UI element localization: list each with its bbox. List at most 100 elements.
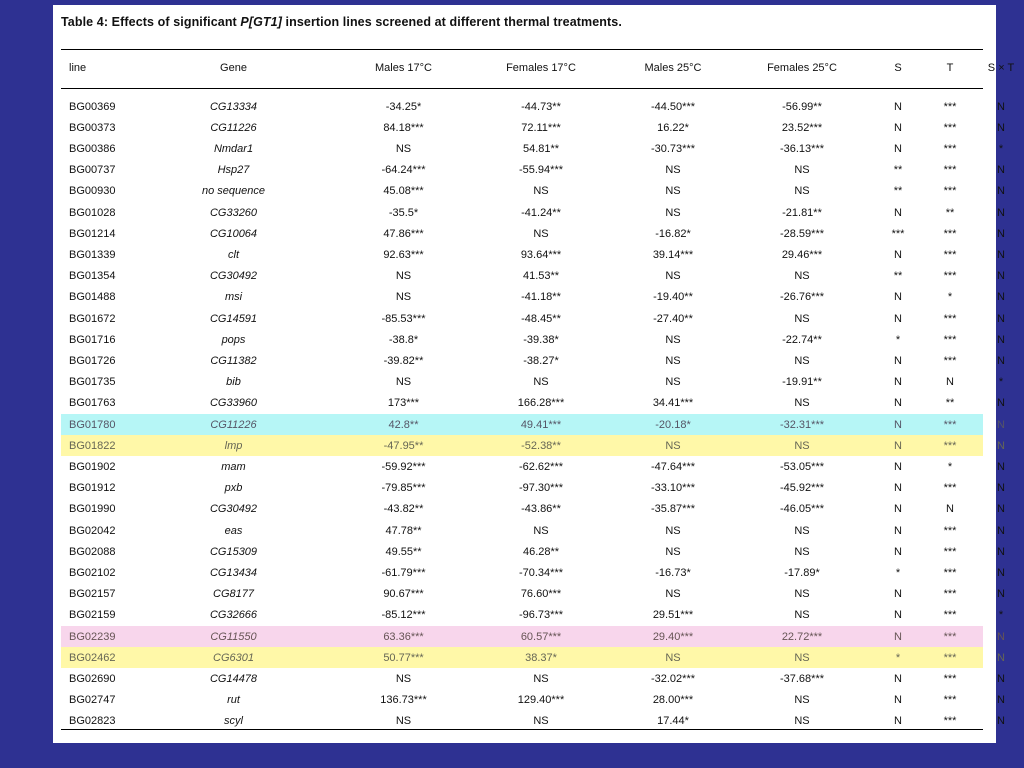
cell-line: BG02102 — [69, 566, 116, 579]
cell-s-x-t: N — [997, 164, 1005, 177]
cell-t: *** — [943, 354, 957, 367]
table-row: BG01488 msi NS -41.18** -19.40** -26.76*** N * N — [61, 287, 1005, 308]
top-rule — [61, 49, 983, 50]
cell-line: BG00373 — [69, 121, 116, 134]
table-row: BG02102 CG13434 -61.79*** -70.34*** -16.73* -… — [61, 562, 1005, 583]
cell-s-x-t: N — [997, 418, 1005, 431]
table-row: BG01672 CG14591 -85.53*** -48.45** -27.40** N… — [61, 308, 1005, 329]
table-row: BG02462 CG6301 50.77*** 38.37* NS NS * *** N — [61, 647, 1005, 669]
cell-females-17: -44.73** — [521, 100, 561, 113]
cell-females-25: NS — [794, 524, 810, 537]
cell-gene: Nmdar1 — [213, 142, 254, 155]
cell-t: ** — [945, 397, 955, 410]
cell-s-x-t: * — [998, 142, 1004, 155]
cell-males-25: NS — [665, 651, 681, 664]
cell-s-x-t: N — [997, 270, 1005, 283]
cell-females-25: -36.13*** — [779, 142, 825, 155]
header-t: T — [946, 62, 954, 74]
cell-s: N — [894, 460, 902, 473]
cell-males-17: -61.79*** — [381, 566, 426, 579]
cell-s-x-t: N — [997, 206, 1005, 219]
table-row: BG01028 CG33260 -35.5* -41.24** NS -21.81** N *… — [61, 202, 1005, 223]
cell-females-17: 49.41*** — [520, 418, 562, 431]
cell-gene: clt — [228, 248, 239, 261]
cell-s-x-t: N — [997, 439, 1005, 452]
table-row: BG00369 CG13334 -34.25* -44.73** -44.50*** -5… — [61, 96, 1005, 117]
cell-gene: CG14591 — [209, 312, 258, 325]
cell-line: BG01822 — [69, 439, 116, 452]
cell-females-17: -41.24** — [521, 206, 561, 219]
header-females-25: Females 25°C — [767, 62, 837, 74]
cell-females-17: NS — [533, 376, 549, 389]
cell-t: *** — [943, 609, 957, 622]
cell-gene: eas — [224, 524, 243, 537]
cell-t: *** — [943, 715, 957, 728]
cell-s: N — [894, 694, 902, 707]
cell-s: N — [894, 715, 902, 728]
cell-females-25: NS — [794, 354, 810, 367]
cell-s: ** — [893, 185, 903, 198]
cell-t: *** — [943, 121, 957, 134]
table-body: BG00369 CG13334 -34.25* -44.73** -44.50*** -5… — [53, 96, 1005, 728]
cell-s: N — [894, 354, 902, 367]
header-s: S — [894, 62, 902, 74]
cell-t: *** — [943, 651, 957, 664]
cell-females-25: -21.81** — [782, 206, 822, 219]
cell-females-17: 60.57*** — [520, 630, 562, 643]
cell-t: N — [946, 503, 954, 516]
cell-females-25: -56.99** — [782, 100, 822, 113]
cell-males-17: 47.78** — [385, 524, 422, 537]
cell-s: *** — [891, 227, 905, 240]
cell-males-25: NS — [665, 588, 681, 601]
cell-males-25: 17.44* — [657, 715, 689, 728]
cell-males-17: -34.25* — [385, 100, 422, 113]
cell-females-25: NS — [794, 694, 810, 707]
cell-females-25: 23.52*** — [781, 121, 823, 134]
cell-females-17: -97.30*** — [518, 482, 564, 495]
cell-t: * — [947, 291, 953, 304]
cell-s-x-t: N — [997, 694, 1005, 707]
cell-females-17: 46.28** — [522, 545, 560, 558]
cell-t: *** — [943, 270, 957, 283]
table-row: BG01902 mam -59.92*** -62.62*** -47.64*** -53… — [61, 456, 1005, 477]
cell-line: BG00386 — [69, 142, 116, 155]
cell-males-25: 29.40*** — [652, 630, 694, 643]
cell-males-17: 45.08*** — [383, 185, 424, 198]
cell-gene: CG13334 — [209, 100, 258, 113]
cell-line: BG01990 — [69, 503, 116, 516]
cell-gene: CG13434 — [209, 566, 258, 579]
cell-females-17: -43.86** — [521, 503, 561, 516]
cell-t: *** — [943, 545, 957, 558]
cell-t: *** — [943, 333, 957, 346]
cell-females-17: -62.62*** — [518, 460, 564, 473]
cell-females-25: NS — [794, 588, 810, 601]
cell-males-17: NS — [395, 672, 412, 685]
cell-line: BG01716 — [69, 333, 116, 346]
cell-s-x-t: N — [997, 715, 1005, 728]
cell-males-25: NS — [665, 354, 681, 367]
cell-s-x-t: N — [997, 524, 1005, 537]
table-row: BG00373 CG11226 84.18*** 72.11*** 16.22* 23.5… — [61, 117, 1005, 138]
cell-s: N — [894, 503, 902, 516]
cell-females-25: NS — [794, 185, 810, 198]
cell-males-17: NS — [395, 291, 412, 304]
cell-s: ** — [893, 270, 903, 283]
cell-s-x-t: N — [997, 482, 1005, 495]
cell-males-25: NS — [665, 185, 681, 198]
table-caption: Table 4: Effects of significant P[GT1] i… — [61, 15, 622, 29]
cell-males-25: 39.14*** — [652, 248, 694, 261]
table-row: BG02157 CG8177 90.67*** 76.60*** NS NS N *** N — [61, 584, 1005, 605]
cell-males-17: -85.12*** — [381, 609, 426, 622]
cell-s: N — [894, 376, 902, 389]
cell-females-17: -41.18** — [521, 291, 561, 304]
cell-line: BG02159 — [69, 609, 116, 622]
cell-females-17: 72.11*** — [521, 121, 561, 134]
cell-males-17: 84.18*** — [383, 121, 424, 134]
cell-gene: CG10064 — [209, 227, 258, 240]
cell-males-25: -44.50*** — [650, 100, 696, 113]
cell-males-25: NS — [665, 206, 681, 219]
cell-males-17: 47.86*** — [383, 227, 424, 240]
cell-females-25: NS — [794, 397, 810, 410]
cell-s-x-t: N — [997, 333, 1005, 346]
cell-s: N — [894, 248, 902, 261]
